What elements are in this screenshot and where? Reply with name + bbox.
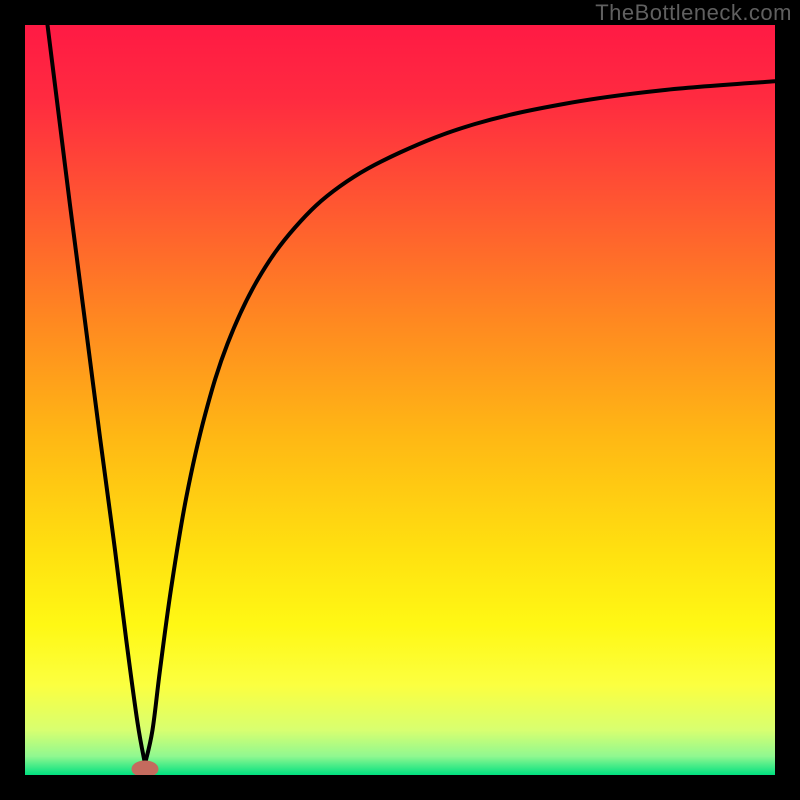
chart-container: TheBottleneck.com — [0, 0, 800, 800]
bottleneck-marker — [132, 761, 158, 775]
watermark-text: TheBottleneck.com — [595, 0, 792, 26]
plot-area — [25, 25, 775, 775]
gradient-background — [25, 25, 775, 775]
